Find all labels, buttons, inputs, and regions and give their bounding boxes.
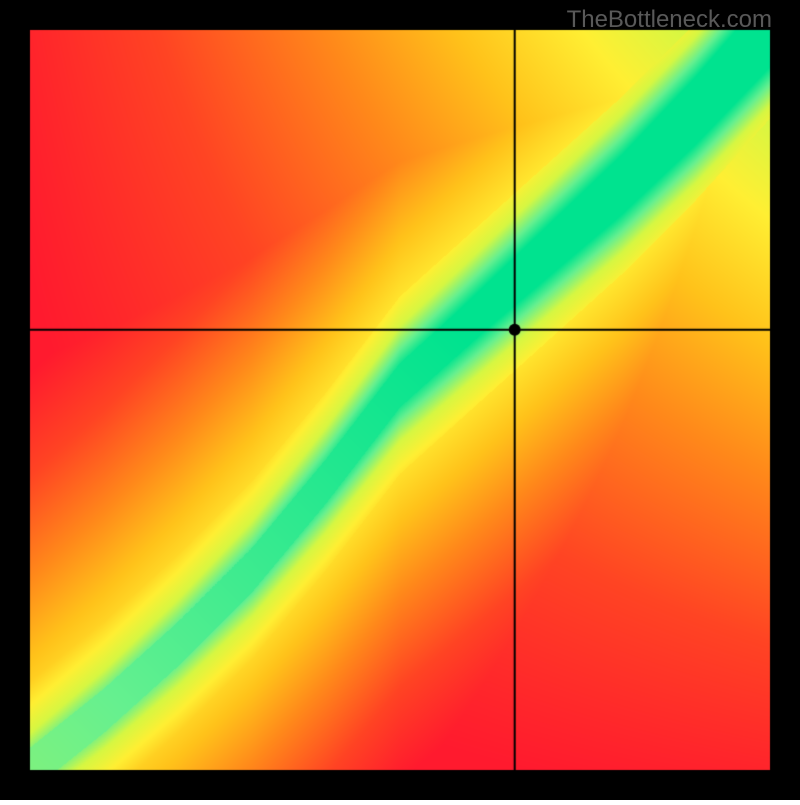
chart-container: TheBottleneck.com xyxy=(0,0,800,800)
watermark-text: TheBottleneck.com xyxy=(567,6,772,34)
heatmap-canvas xyxy=(0,0,800,800)
heatmap-canvas-wrap xyxy=(0,0,800,805)
